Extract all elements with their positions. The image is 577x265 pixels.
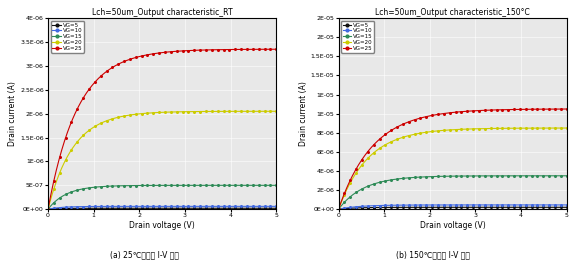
Y-axis label: Drain current (A): Drain current (A) xyxy=(8,81,17,146)
X-axis label: Drain voltage (V): Drain voltage (V) xyxy=(129,221,195,230)
Legend: VG=5, VG=10, VG=15, VG=20, VG=25: VG=5, VG=10, VG=15, VG=20, VG=25 xyxy=(342,21,374,52)
Title: Lch=50um_Output characteristic_150°C: Lch=50um_Output characteristic_150°C xyxy=(375,8,530,17)
Title: Lch=50um_Output characteristic_RT: Lch=50um_Output characteristic_RT xyxy=(92,8,233,17)
Legend: VG=5, VG=10, VG=15, VG=20, VG=25: VG=5, VG=10, VG=15, VG=20, VG=25 xyxy=(51,21,84,52)
X-axis label: Drain voltage (V): Drain voltage (V) xyxy=(419,221,485,230)
Y-axis label: Drain current (A): Drain current (A) xyxy=(299,81,308,146)
Text: (b) 150℃에서의 I-V 특성: (b) 150℃에서의 I-V 특성 xyxy=(396,250,470,259)
Text: (a) 25℃에서의 I-V 특성: (a) 25℃에서의 I-V 특성 xyxy=(110,250,179,259)
